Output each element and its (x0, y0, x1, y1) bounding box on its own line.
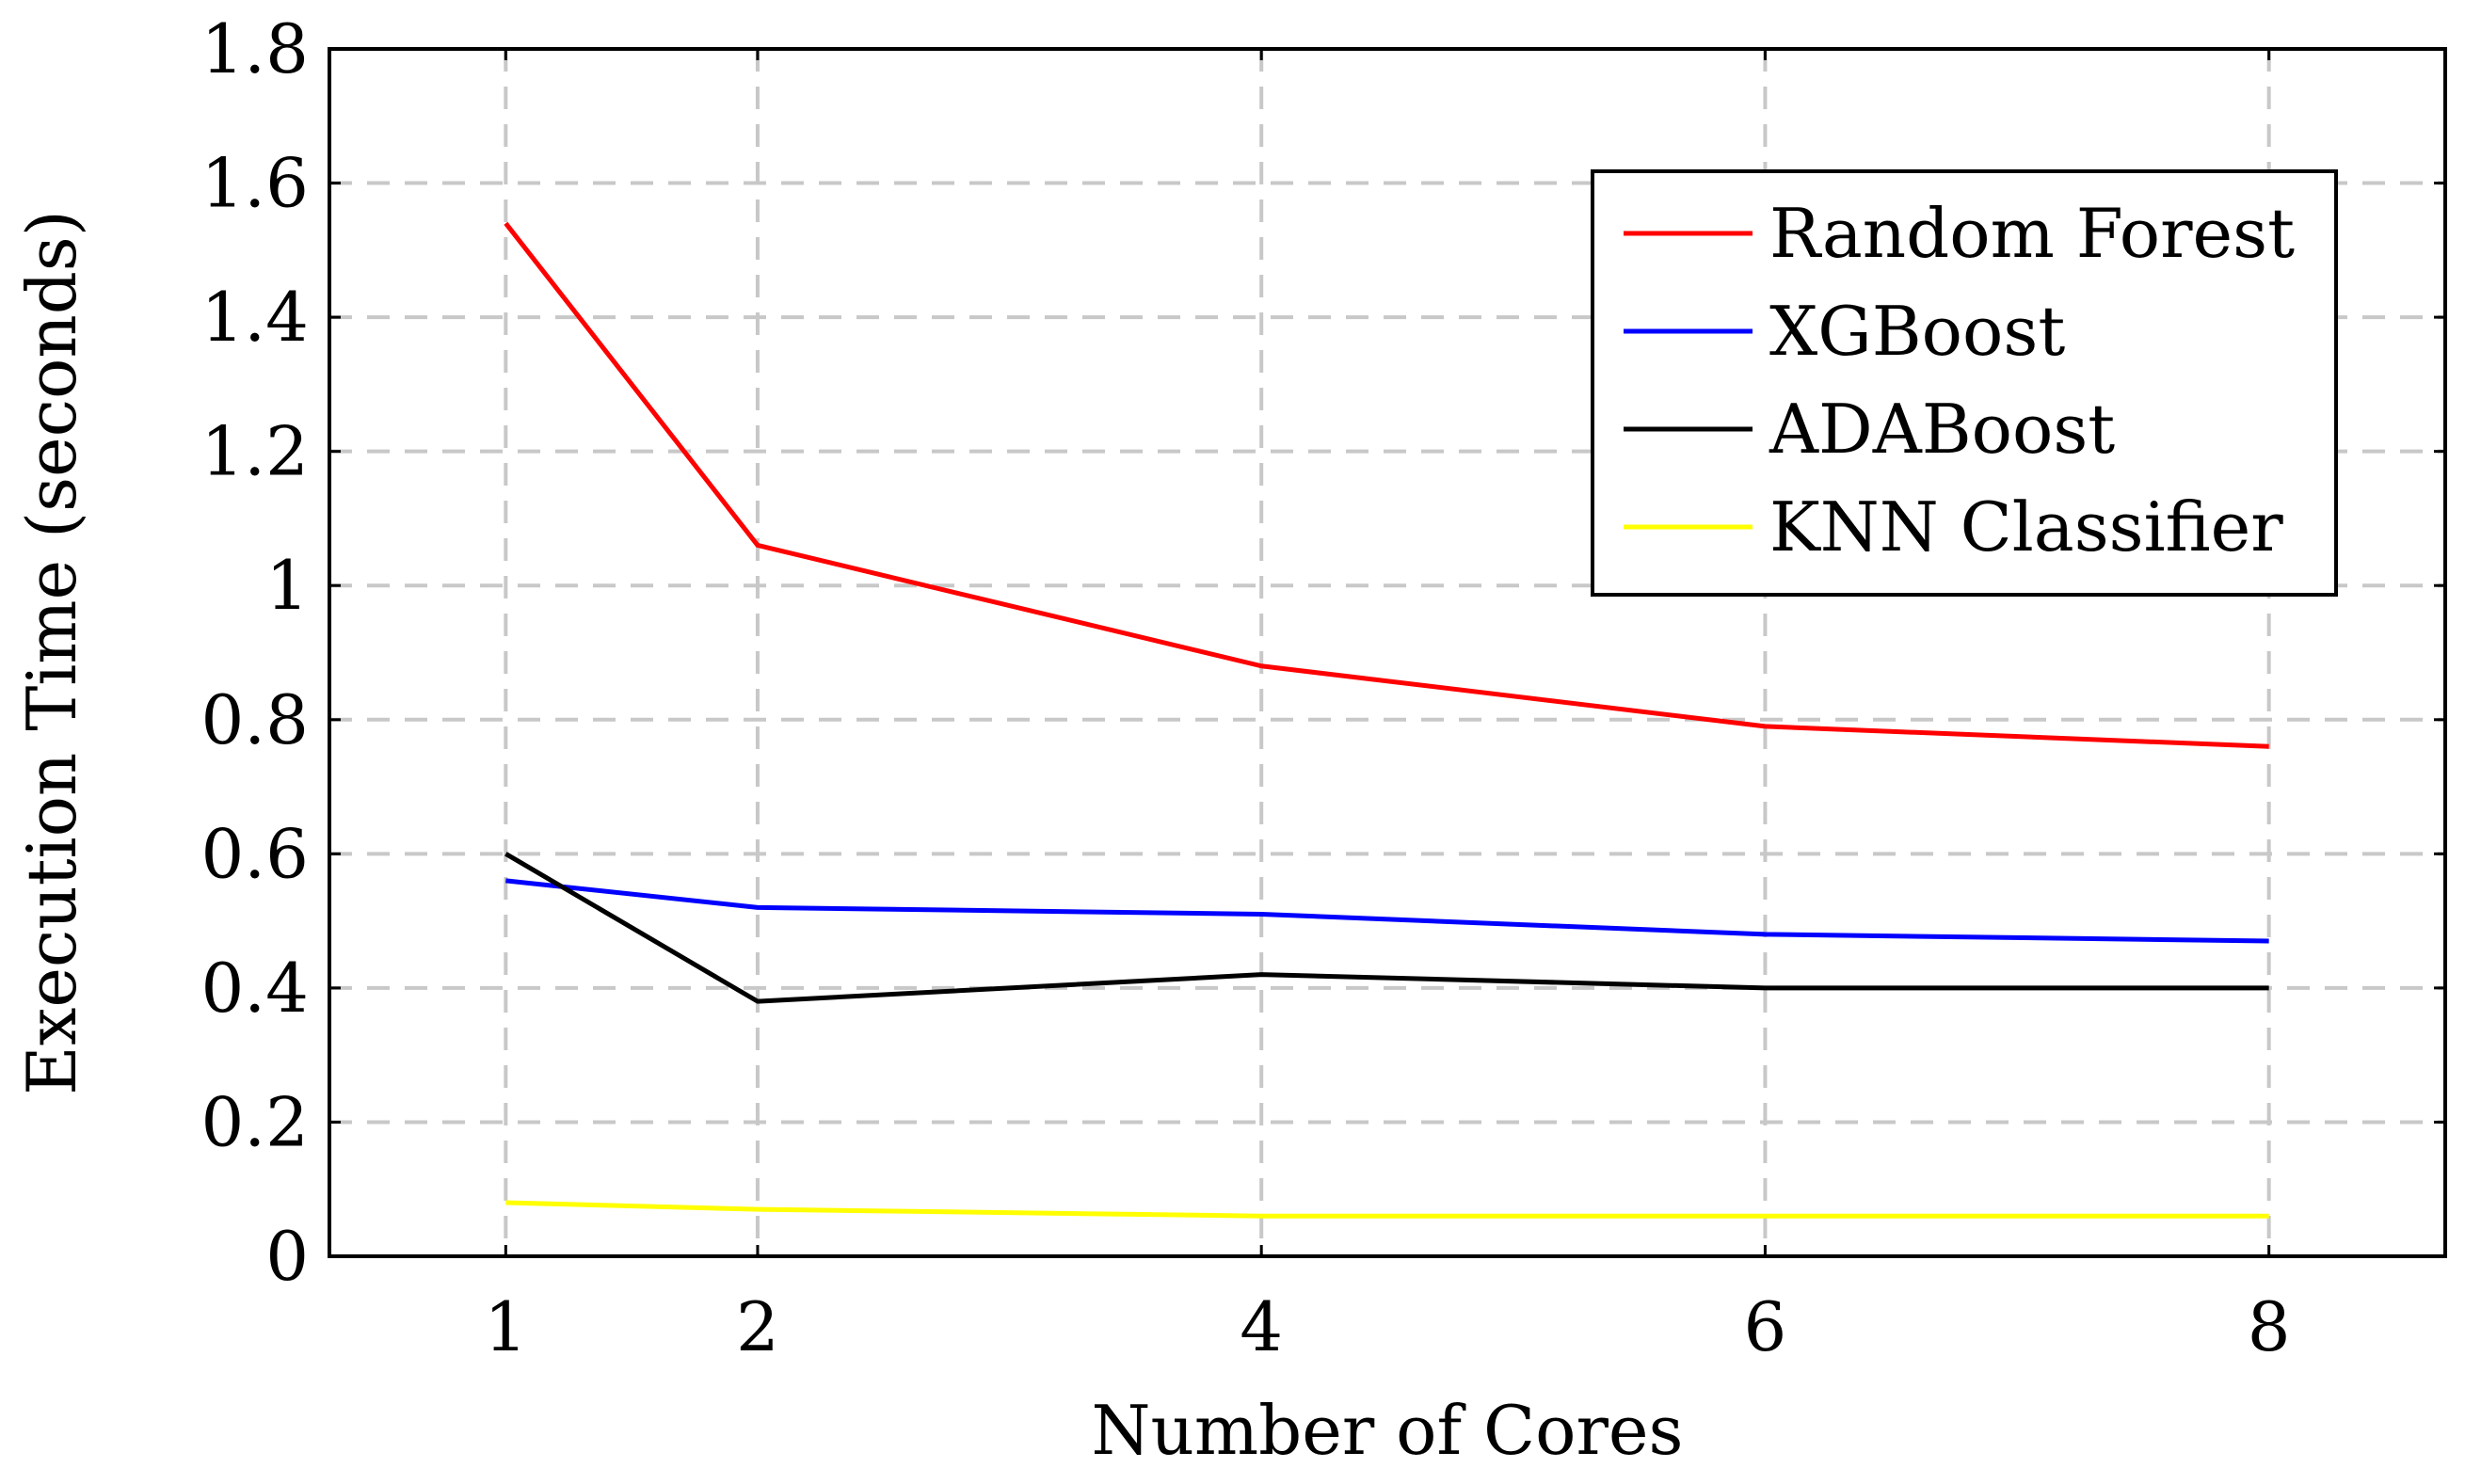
x-axis-title: Number of Cores (1092, 1391, 1684, 1470)
series-lines (504, 221, 2269, 1219)
series-line-adaboost (504, 852, 2269, 1004)
y-tick-label: 1.2 (200, 412, 309, 491)
y-tick-label: 0.8 (200, 680, 309, 759)
plot-frame (328, 47, 2447, 1258)
x-tick-label: 1 (484, 1287, 527, 1366)
y-tick-labels: 0 0.2 0.4 0.6 0.8 1 1.2 1.4 1.6 1.8 (200, 9, 309, 1296)
x-tick-label: 4 (1240, 1287, 1283, 1366)
x-tick-label: 8 (2248, 1287, 2291, 1366)
legend-label-random-forest: Random Forest (1769, 194, 2295, 273)
axis-ticks (329, 47, 2445, 1258)
y-tick-label: 0.4 (200, 949, 309, 1028)
y-tick-label: 1.6 (200, 144, 309, 223)
y-tick-label: 0.6 (200, 814, 309, 893)
x-tick-labels: 1 2 4 6 8 (484, 1287, 2290, 1366)
legend-label-knn-classifier: KNN Classifier (1769, 487, 2283, 566)
y-tick-label: 1 (265, 546, 309, 625)
legend: Random Forest XGBoost ADABoost KNN Classifi… (1591, 169, 2338, 597)
x-tick-label: 2 (736, 1287, 779, 1366)
y-tick-label: 1.4 (200, 278, 309, 357)
legend-label-xgboost: XGBoost (1769, 292, 2065, 371)
legend-label-adaboost: ADABoost (1769, 390, 2115, 469)
series-line-knn-classifier (505, 1200, 2269, 1219)
y-tick-label: 1.8 (200, 9, 309, 88)
legend-box (1591, 169, 2338, 597)
y-tick-label: 0.2 (200, 1082, 309, 1161)
y-axis-title: Execution Time (seconds) (12, 210, 91, 1095)
y-tick-label: 0 (265, 1217, 309, 1296)
series-line-xgboost (505, 878, 2269, 944)
x-tick-label: 6 (1744, 1287, 1787, 1366)
